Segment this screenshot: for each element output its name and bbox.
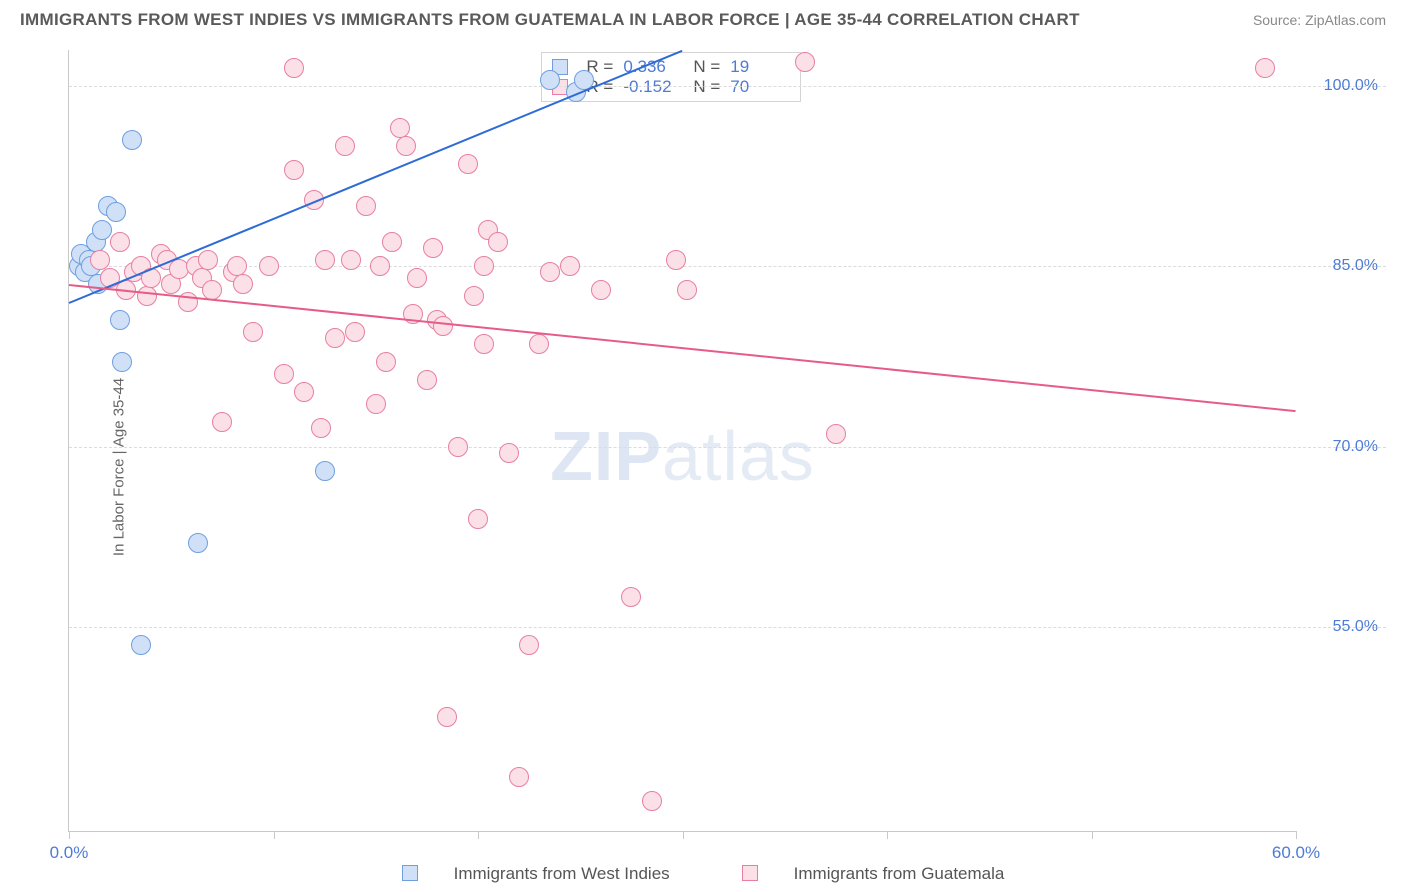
scatter-point xyxy=(90,250,110,270)
scatter-point xyxy=(468,509,488,529)
legend-swatch xyxy=(402,865,418,881)
scatter-point xyxy=(212,412,232,432)
y-tick-label: 85.0% xyxy=(1333,257,1378,275)
scatter-point xyxy=(1255,58,1275,78)
scatter-point xyxy=(198,250,218,270)
scatter-point xyxy=(366,394,386,414)
scatter-point xyxy=(448,437,468,457)
scatter-point xyxy=(311,418,331,438)
scatter-point xyxy=(233,274,253,294)
scatter-point xyxy=(325,328,345,348)
chart-container: In Labor Force | Age 35-44 ZIPatlas R =0… xyxy=(20,42,1386,892)
legend-label: Immigrants from West Indies xyxy=(454,864,670,883)
scatter-point xyxy=(464,286,484,306)
scatter-point xyxy=(243,322,263,342)
scatter-point xyxy=(540,70,560,90)
scatter-point xyxy=(474,256,494,276)
scatter-point xyxy=(259,256,279,276)
scatter-point xyxy=(677,280,697,300)
scatter-point xyxy=(356,196,376,216)
scatter-point xyxy=(642,791,662,811)
scatter-point xyxy=(407,268,427,288)
x-tick-label: 0.0% xyxy=(50,843,89,863)
x-tick xyxy=(1296,831,1297,839)
scatter-point xyxy=(795,52,815,72)
scatter-point xyxy=(666,250,686,270)
scatter-point xyxy=(474,334,494,354)
source-label: Source: ZipAtlas.com xyxy=(1253,12,1386,28)
scatter-point xyxy=(188,533,208,553)
scatter-point xyxy=(540,262,560,282)
scatter-point xyxy=(131,635,151,655)
scatter-point xyxy=(529,334,549,354)
x-tick xyxy=(274,831,275,839)
scatter-point xyxy=(341,250,361,270)
x-tick xyxy=(69,831,70,839)
scatter-point xyxy=(315,250,335,270)
scatter-point xyxy=(423,238,443,258)
scatter-point xyxy=(284,160,304,180)
scatter-point xyxy=(294,382,314,402)
scatter-point xyxy=(390,118,410,138)
gridline xyxy=(69,447,1386,448)
scatter-point xyxy=(376,352,396,372)
scatter-point xyxy=(433,316,453,336)
y-tick-label: 100.0% xyxy=(1324,77,1378,95)
scatter-plot: ZIPatlas R =0.336N =19R =-0.152N =70 55.… xyxy=(68,50,1296,832)
scatter-point xyxy=(315,461,335,481)
scatter-point xyxy=(826,424,846,444)
legend-item: Immigrants from Guatemala xyxy=(724,864,1023,883)
x-tick xyxy=(1092,831,1093,839)
scatter-point xyxy=(519,635,539,655)
scatter-point xyxy=(499,443,519,463)
scatter-point xyxy=(458,154,478,174)
x-tick-label: 60.0% xyxy=(1272,843,1320,863)
x-tick xyxy=(478,831,479,839)
y-tick-label: 70.0% xyxy=(1333,438,1378,456)
scatter-point xyxy=(137,286,157,306)
scatter-point xyxy=(370,256,390,276)
legend-item: Immigrants from West Indies xyxy=(384,864,688,883)
scatter-point xyxy=(110,232,130,252)
scatter-point xyxy=(509,767,529,787)
scatter-point xyxy=(560,256,580,276)
watermark: ZIPatlas xyxy=(550,416,815,496)
scatter-point xyxy=(110,310,130,330)
trend-line xyxy=(69,284,1296,412)
scatter-point xyxy=(396,136,416,156)
y-tick-label: 55.0% xyxy=(1333,618,1378,636)
n-value: 19 xyxy=(730,57,790,77)
scatter-point xyxy=(284,58,304,78)
gridline xyxy=(69,86,1386,87)
legend-label: Immigrants from Guatemala xyxy=(794,864,1005,883)
legend-swatch xyxy=(742,865,758,881)
scatter-point xyxy=(437,707,457,727)
gridline xyxy=(69,627,1386,628)
x-tick xyxy=(683,831,684,839)
scatter-point xyxy=(591,280,611,300)
chart-title: IMMIGRANTS FROM WEST INDIES VS IMMIGRANT… xyxy=(20,10,1080,30)
scatter-point xyxy=(621,587,641,607)
scatter-point xyxy=(92,220,112,240)
scatter-point xyxy=(488,232,508,252)
scatter-point xyxy=(335,136,355,156)
r-value: 0.336 xyxy=(623,57,683,77)
scatter-point xyxy=(106,202,126,222)
scatter-point xyxy=(274,364,294,384)
scatter-point xyxy=(345,322,365,342)
scatter-point xyxy=(122,130,142,150)
scatter-point xyxy=(417,370,437,390)
x-tick xyxy=(887,831,888,839)
scatter-point xyxy=(227,256,247,276)
legend: Immigrants from West Indies Immigrants fr… xyxy=(20,864,1386,884)
scatter-point xyxy=(112,352,132,372)
scatter-point xyxy=(382,232,402,252)
chart-header: IMMIGRANTS FROM WEST INDIES VS IMMIGRANT… xyxy=(0,0,1406,36)
